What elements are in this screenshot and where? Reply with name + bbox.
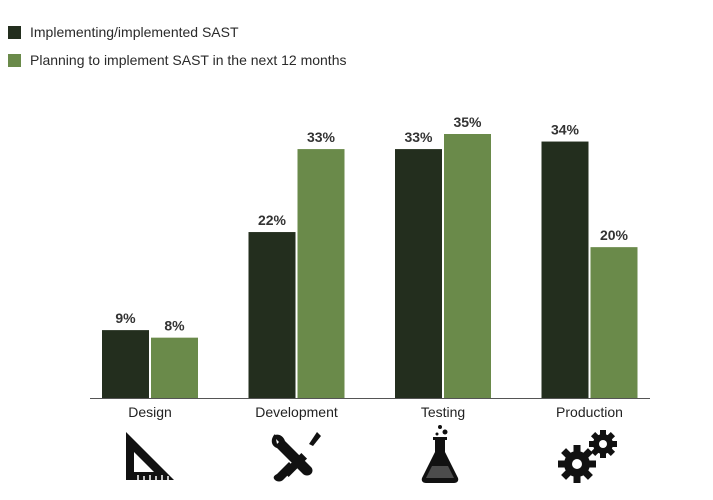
data-label-production-implementing: 34% [551, 122, 580, 138]
data-label-production-planning: 20% [600, 227, 629, 243]
legend: Implementing/implemented SAST Planning t… [8, 18, 346, 74]
legend-label-planning: Planning to implement SAST in the next 1… [30, 52, 347, 68]
data-label-development-planning: 33% [307, 129, 336, 145]
legend-item-implementing: Implementing/implemented SAST [8, 18, 346, 46]
bar-production-implementing [541, 141, 589, 399]
bar-testing-implementing [395, 149, 442, 398]
flask-icon [421, 425, 459, 483]
bar-design-implementing [102, 330, 149, 398]
legend-swatch-planning [8, 53, 21, 67]
category-label-development: Development [255, 404, 338, 420]
bar-design-planning [151, 337, 198, 398]
set-square-icon [126, 432, 174, 480]
wrench-screwdriver-icon [271, 432, 321, 482]
legend-swatch-implementing [8, 25, 21, 39]
data-label-design-planning: 8% [164, 318, 185, 334]
data-label-development-implementing: 22% [258, 212, 287, 228]
bar-testing-planning [444, 134, 491, 398]
category-label-design: Design [128, 404, 172, 420]
bar-development-implementing [248, 232, 296, 398]
gears-icon [558, 430, 617, 483]
data-label-testing-planning: 35% [453, 114, 482, 130]
data-label-testing-implementing: 33% [404, 129, 433, 145]
category-label-production: Production [556, 404, 623, 420]
bar-development-planning [297, 149, 345, 398]
category-label-testing: Testing [421, 404, 465, 420]
data-label-design-implementing: 9% [115, 310, 136, 326]
bar-production-planning [590, 247, 638, 398]
legend-label-implementing: Implementing/implemented SAST [30, 24, 239, 40]
legend-item-planning: Planning to implement SAST in the next 1… [8, 46, 346, 74]
